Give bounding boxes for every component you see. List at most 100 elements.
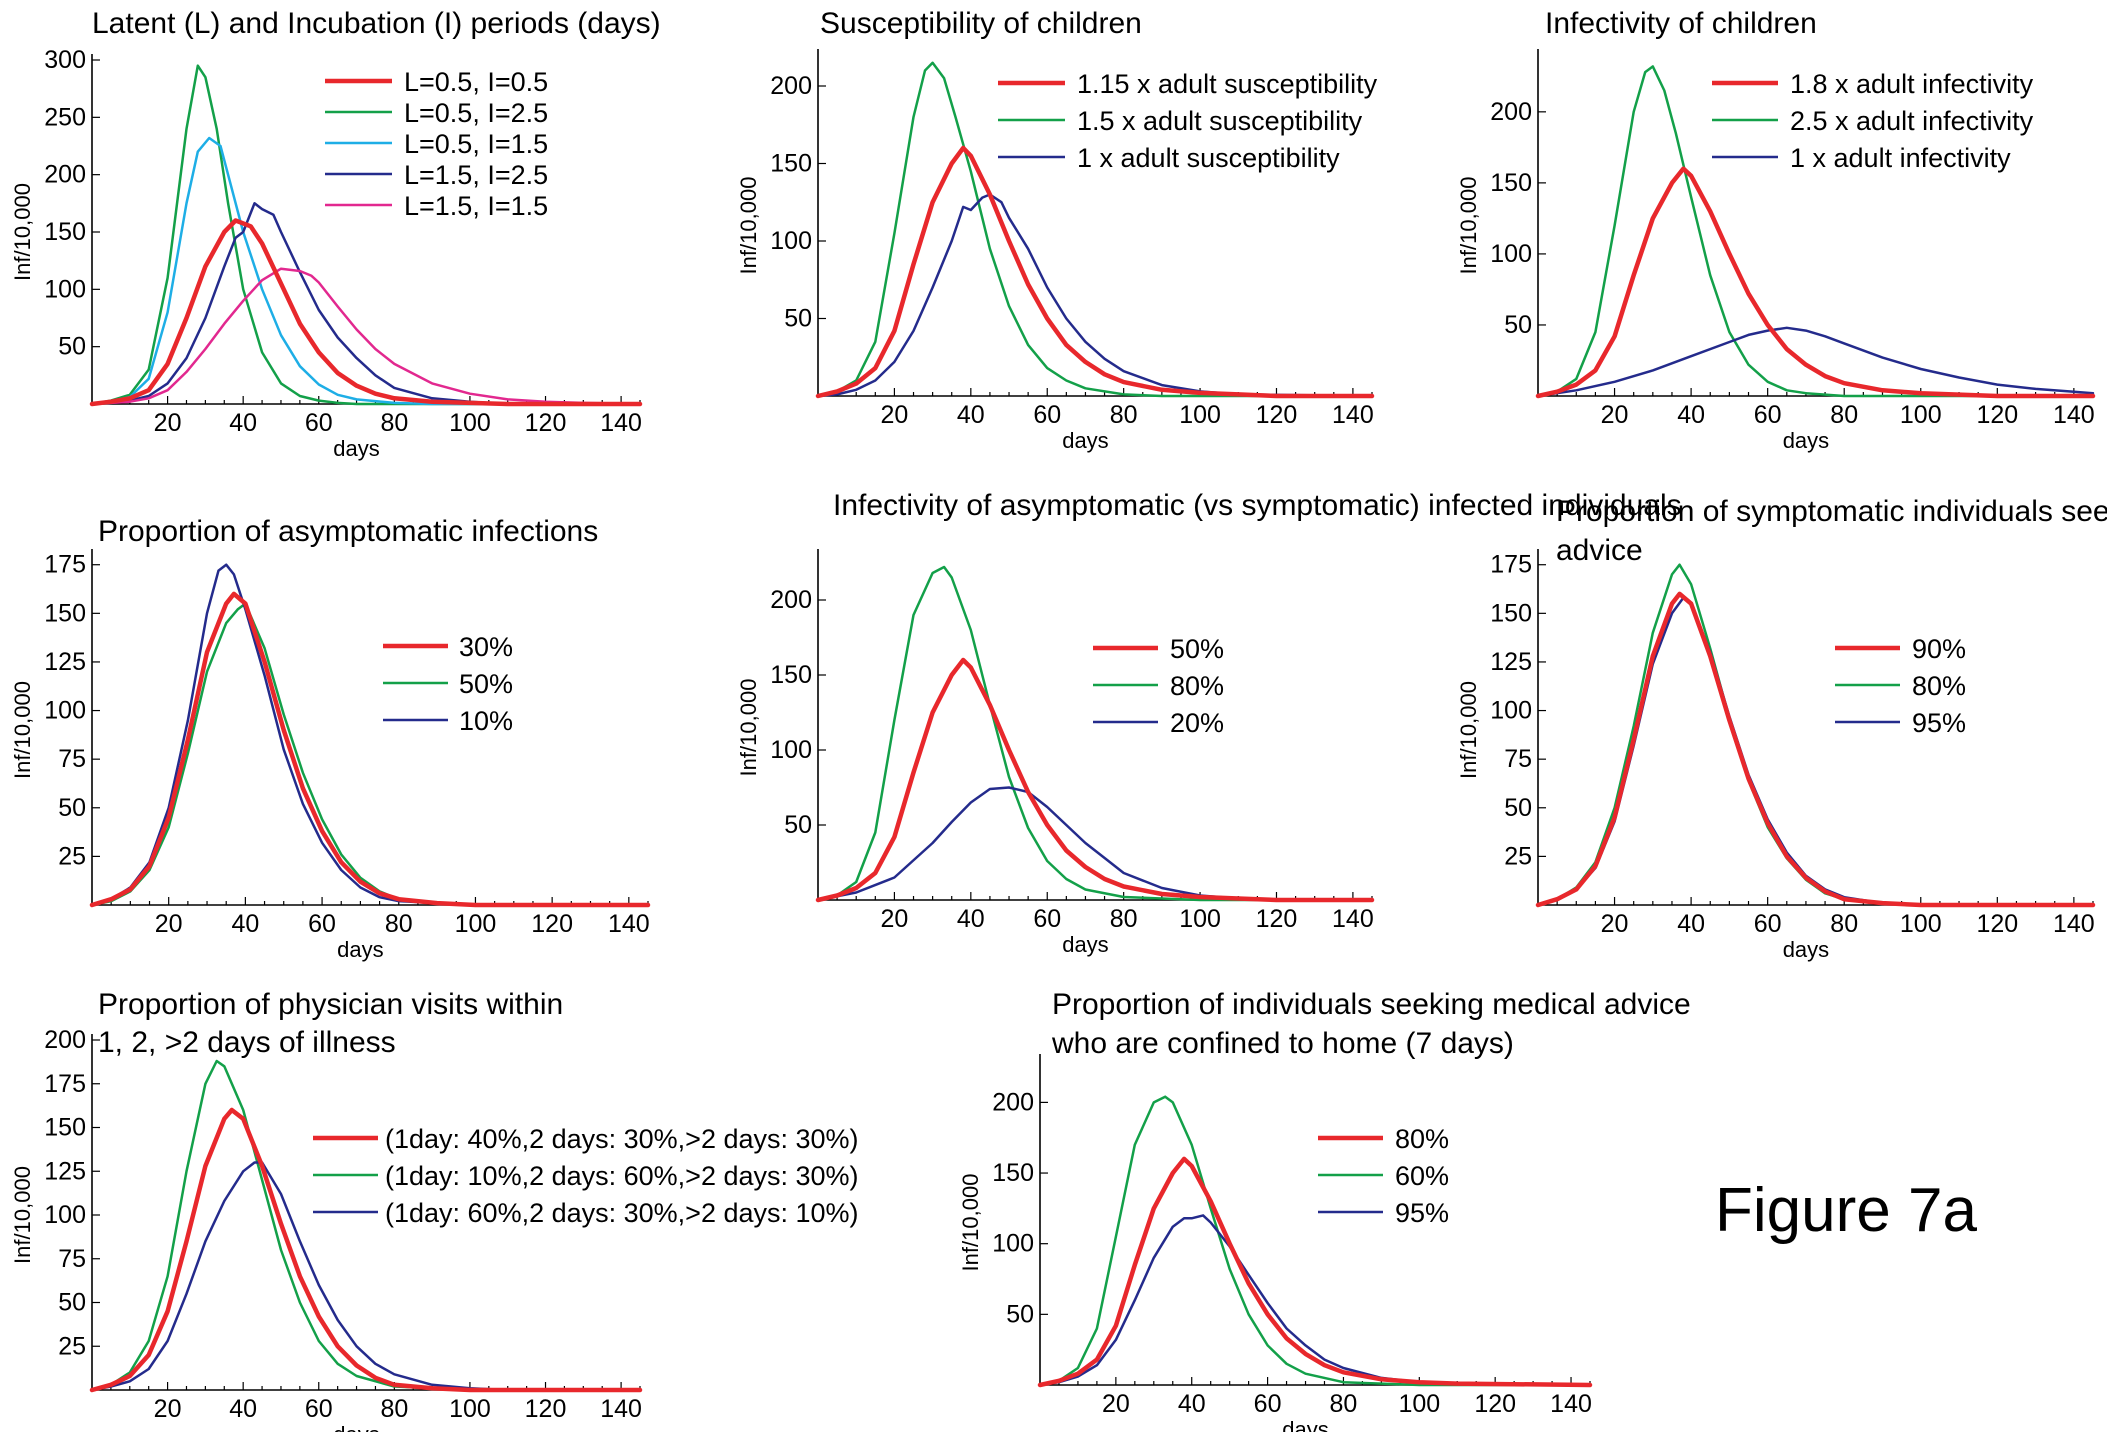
legend-label: (1day: 10%,2 days: 60%,>2 days: 30%): [385, 1161, 859, 1191]
x-tick-label: 40: [231, 910, 259, 938]
x-tick-label: 40: [1178, 1390, 1206, 1418]
x-tick-label: 80: [380, 409, 408, 437]
x-tick-label: 20: [1102, 1390, 1130, 1418]
x-tick-label: 120: [1976, 910, 2018, 938]
x-tick-label: 140: [2053, 401, 2095, 429]
x-tick-label: 120: [1256, 401, 1298, 429]
x-tick-label: 40: [229, 1395, 257, 1423]
legend-label: 1 x adult infectivity: [1790, 143, 2011, 173]
x-tick-label: 60: [1254, 1390, 1282, 1418]
y-tick-label: 200: [770, 586, 812, 614]
series-line-3: [1536, 596, 2095, 907]
y-tick-label: 50: [58, 794, 86, 822]
chart-title: Infectivity of children: [1545, 7, 1817, 40]
y-tick-label: 200: [44, 1026, 86, 1054]
x-tick-label: 140: [1550, 1390, 1592, 1418]
x-tick-label: 100: [1179, 905, 1221, 933]
series-line-3: [1536, 326, 2095, 398]
y-axis-label: Inf/10,000: [1456, 177, 1481, 275]
chart-title: 1, 2, >2 days of illness: [98, 1026, 396, 1059]
legend-label: 1.5 x adult susceptibility: [1077, 106, 1363, 136]
x-tick-label: 20: [881, 401, 909, 429]
x-tick-label: 80: [1830, 910, 1858, 938]
y-tick-label: 300: [44, 46, 86, 74]
chart-title: Proportion of asymptomatic infections: [98, 515, 598, 548]
x-tick-label: 80: [1110, 401, 1138, 429]
y-tick-label: 150: [44, 1114, 86, 1142]
legend-label: 80%: [1912, 671, 1966, 701]
y-tick-label: 150: [770, 661, 812, 689]
x-tick-label: 100: [449, 1395, 491, 1423]
legend-label: 80%: [1395, 1124, 1449, 1154]
panel-2: Susceptibility of children 20 40 60 80 100 120…: [736, 7, 1378, 453]
y-tick-label: 150: [1490, 169, 1532, 197]
y-tick-label: 100: [1490, 240, 1532, 268]
x-axis-label: days: [333, 436, 379, 461]
legend-label: 95%: [1395, 1198, 1449, 1228]
y-axis-label: Inf/10,000: [736, 177, 761, 275]
legend-label: 95%: [1912, 708, 1966, 738]
legend-label: L=0.5, I=1.5: [404, 129, 548, 159]
x-tick-label: 40: [229, 409, 257, 437]
panel-3: Infectivity of children 20 40 60 80 100 120 140…: [1456, 7, 2096, 453]
x-axis-label: days: [337, 937, 383, 962]
series-line-1: [815, 145, 1375, 399]
y-tick-label: 150: [992, 1159, 1034, 1187]
x-tick-label: 120: [1976, 401, 2018, 429]
x-tick-label: 100: [455, 910, 497, 938]
y-tick-label: 125: [1490, 648, 1532, 676]
series-line-3: [816, 786, 1374, 902]
x-axis-label: days: [1783, 428, 1829, 453]
legend-label: 80%: [1170, 671, 1224, 701]
series-line-2: [816, 565, 1374, 902]
series-line-1: [815, 657, 1375, 903]
legend-label: 50%: [1170, 634, 1224, 664]
y-tick-label: 100: [44, 697, 86, 725]
y-tick-label: 100: [992, 1230, 1034, 1258]
legend-label: 60%: [1395, 1161, 1449, 1191]
panel-5: Infectivity of asymptomatic (vs symptoma…: [736, 489, 1682, 957]
legend-label: L=1.5, I=1.5: [404, 191, 548, 221]
panel-1: Latent (L) and Incubation (I) periods (d…: [10, 7, 661, 461]
x-tick-label: 100: [449, 409, 491, 437]
x-tick-label: 60: [305, 1395, 333, 1423]
legend-label: (1day: 40%,2 days: 30%,>2 days: 30%): [385, 1124, 859, 1154]
chart-title: advice: [1556, 534, 1643, 567]
y-axis-label: Inf/10,000: [10, 681, 35, 779]
series-line-1: [89, 218, 643, 407]
series-line-1: [1037, 1156, 1593, 1388]
chart-title: Proportion of physician visits within: [98, 988, 563, 1021]
series-line-3: [90, 1161, 642, 1392]
x-tick-label: 60: [1033, 905, 1061, 933]
series-line-3: [816, 193, 1374, 398]
series-line-2: [90, 64, 642, 406]
chart-title: Proportion of symptomatic individuals se…: [1556, 495, 2107, 528]
legend-label: 2.5 x adult infectivity: [1790, 106, 2034, 136]
x-axis-label: days: [1062, 428, 1108, 453]
y-tick-label: 175: [1490, 551, 1532, 579]
x-tick-label: 120: [1256, 905, 1298, 933]
x-tick-label: 40: [957, 905, 985, 933]
series-line-2: [1536, 65, 2095, 398]
y-tick-label: 100: [770, 227, 812, 255]
x-tick-label: 60: [1754, 401, 1782, 429]
chart-title: Susceptibility of children: [820, 7, 1142, 40]
x-tick-label: 20: [154, 1395, 182, 1423]
y-tick-label: 125: [44, 648, 86, 676]
x-tick-label: 20: [1601, 401, 1629, 429]
legend-label: 1.15 x adult susceptibility: [1077, 69, 1378, 99]
chart-title: Infectivity of asymptomatic (vs symptoma…: [833, 489, 1682, 522]
y-tick-label: 175: [44, 551, 86, 579]
y-tick-label: 100: [770, 736, 812, 764]
series-line-5: [90, 267, 642, 406]
y-tick-label: 75: [58, 745, 86, 773]
x-tick-label: 120: [525, 1395, 567, 1423]
y-tick-label: 125: [44, 1157, 86, 1185]
legend-label: L=1.5, I=2.5: [404, 160, 548, 190]
y-tick-label: 25: [58, 1332, 86, 1360]
y-tick-label: 150: [44, 599, 86, 627]
x-tick-label: 100: [1179, 401, 1221, 429]
y-tick-label: 50: [784, 811, 812, 839]
y-tick-label: 250: [44, 103, 86, 131]
x-tick-label: 80: [380, 1395, 408, 1423]
